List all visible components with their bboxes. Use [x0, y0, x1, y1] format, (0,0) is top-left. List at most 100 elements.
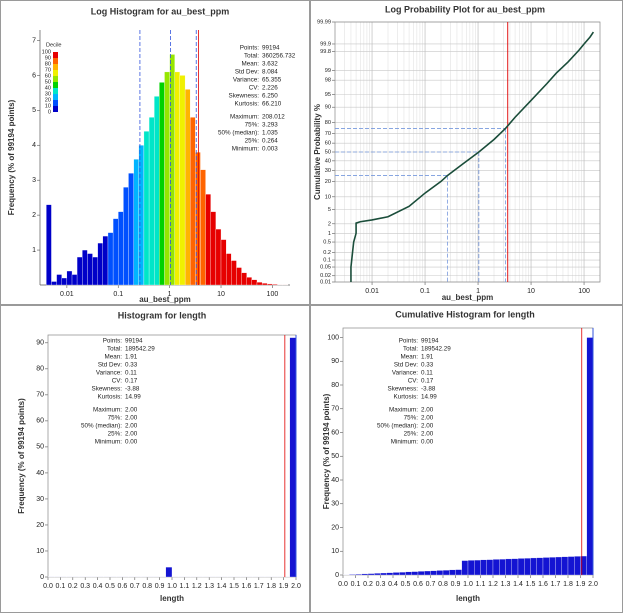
x-axis-label: au_best_ppm [139, 295, 191, 304]
stat-value: 8.084 [262, 69, 278, 76]
stat-label: 50% (median): [81, 423, 122, 430]
y-tick-label: 30 [325, 168, 331, 174]
bar [164, 71, 170, 286]
plot-frame [47, 334, 297, 578]
x-tick-label: 0.5 [401, 581, 411, 588]
bar [361, 573, 369, 576]
x-tick-label: 10 [217, 291, 225, 298]
stat-value: 0.11 [125, 370, 137, 377]
x-tick-label: 0.8 [438, 581, 448, 588]
stat-value: 360256.732 [262, 53, 296, 60]
x-tick-label: 1.0 [167, 583, 177, 590]
bar [148, 117, 155, 286]
stat-value: 2.00 [125, 407, 138, 414]
stat-label: Std Dev: [235, 69, 259, 76]
y-tick-label: 5 [32, 107, 36, 114]
bar [246, 277, 252, 286]
x-tick-label: 1.8 [563, 581, 573, 588]
x-tick-label: 1.9 [279, 583, 289, 590]
y-tick-label: 60 [36, 418, 44, 425]
y-tick-label: 90 [331, 358, 339, 365]
bar [226, 253, 232, 286]
bar [417, 571, 425, 576]
stat-label: 50% (median): [218, 130, 259, 137]
x-tick-label: 0.3 [376, 581, 386, 588]
stat-value: 2.226 [262, 85, 278, 92]
stat-value: 0.33 [421, 362, 434, 369]
bar [112, 218, 119, 286]
stat-label: Skewness: [92, 386, 123, 393]
x-tick-label: 0.5 [105, 583, 115, 590]
chart-title: Histogram for length [118, 310, 207, 320]
x-tick-label: 1.7 [254, 583, 264, 590]
x-tick-label: 0.1 [351, 581, 361, 588]
stat-label: 75%: [404, 415, 419, 422]
bar [524, 558, 531, 576]
stat-label: Maximum: [389, 407, 418, 414]
bar [455, 569, 462, 576]
y-tick-label: 20 [325, 179, 331, 185]
bar [205, 194, 211, 286]
y-tick-label: 30 [36, 496, 44, 503]
y-tick-label: 50 [325, 149, 331, 155]
legend-title: Decile [46, 42, 62, 48]
x-tick-label: 100 [578, 288, 590, 295]
y-tick-label: 2 [32, 212, 36, 219]
y-tick-label: 3 [32, 177, 36, 184]
x-tick-label: 1.4 [217, 583, 227, 590]
bar [517, 558, 525, 576]
bar [411, 571, 419, 576]
chart-title: Log Histogram for au_best_ppm [91, 6, 230, 16]
x-tick-label: 1.1 [476, 581, 486, 588]
stat-label: Maximum: [93, 407, 122, 414]
bar [561, 556, 569, 576]
x-tick-label: 0.1 [420, 288, 430, 295]
x-tick-label: 1.6 [538, 581, 548, 588]
bar [474, 559, 481, 576]
y-axis-label: Frequency (% of 99194 points) [7, 99, 16, 215]
y-tick-label: 99.99 [317, 19, 331, 25]
bar [190, 117, 196, 286]
x-tick-label: 1.9 [576, 581, 586, 588]
stat-label: Variance: [233, 77, 259, 84]
x-tick-label: 2.0 [291, 583, 301, 590]
stat-value: 0.17 [421, 378, 434, 385]
stat-label: Mean: [104, 354, 122, 361]
bar [267, 283, 273, 286]
legend-label: 50 [45, 79, 51, 85]
bar [492, 559, 500, 576]
bar [567, 556, 575, 576]
bar [256, 282, 263, 286]
bar [380, 572, 387, 576]
y-tick-label: 80 [325, 120, 331, 126]
x-tick-label: 0.4 [93, 583, 103, 590]
bar [542, 557, 550, 576]
y-axis-label: Frequency (% of 99194 points) [17, 398, 26, 514]
stat-label: Variance: [96, 370, 122, 377]
stat-label: Points: [103, 338, 123, 345]
stat-label: Minimum: [391, 439, 419, 446]
bar [536, 557, 544, 576]
y-tick-label: 10 [325, 194, 331, 200]
stat-label: 75%: [108, 415, 123, 422]
y-tick-label: 99.9 [320, 41, 331, 47]
bar [511, 558, 519, 576]
x-tick-label: 1.7 [551, 581, 561, 588]
y-tick-label: 40 [36, 470, 44, 477]
bar [261, 283, 268, 286]
x-tick-label: 10 [527, 288, 535, 295]
x-tick-label: 100 [267, 291, 279, 298]
bar [220, 239, 227, 286]
x-tick-label: 1.4 [513, 581, 523, 588]
stat-value: 189542.29 [125, 346, 155, 353]
x-tick-label: 1.2 [488, 581, 498, 588]
bar [251, 279, 258, 286]
bar [386, 572, 394, 576]
x-tick-label: 1 [476, 288, 480, 295]
y-tick-label: 0.1 [323, 258, 331, 264]
bar [56, 274, 62, 286]
stat-value: 2.00 [125, 431, 138, 438]
stat-value: 2.00 [421, 431, 434, 438]
x-tick-label: 2.0 [588, 581, 598, 588]
